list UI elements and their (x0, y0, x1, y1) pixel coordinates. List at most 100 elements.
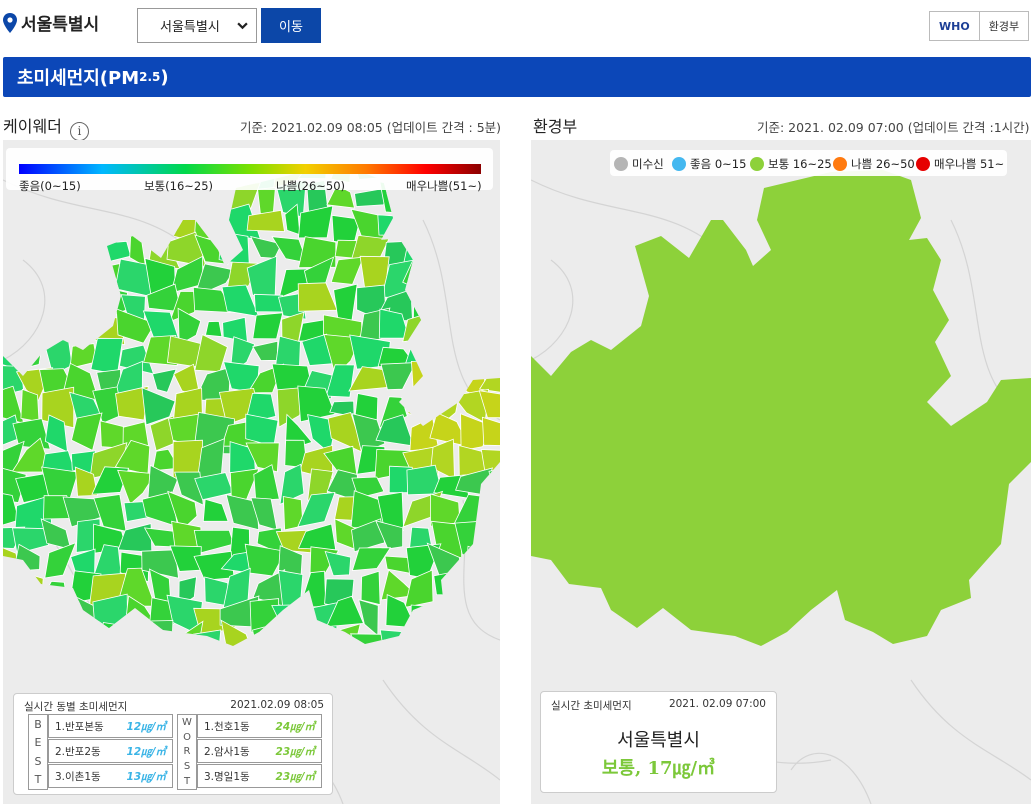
dong-cell[interactable] (460, 313, 493, 351)
who-standard-button[interactable]: WHO (930, 12, 980, 40)
dong-cell[interactable] (202, 498, 229, 522)
best-rank-item[interactable]: 2.반포2동 12㎍/㎥ (48, 739, 173, 763)
dong-cell[interactable] (20, 307, 51, 344)
dong-cell[interactable] (73, 263, 106, 294)
dong-cell[interactable] (276, 386, 305, 428)
dong-cell[interactable] (68, 649, 103, 680)
dong-cell[interactable] (480, 593, 500, 636)
dong-cell[interactable] (141, 387, 176, 426)
dong-cell[interactable] (379, 658, 414, 677)
dong-cell[interactable] (205, 320, 223, 338)
dong-cell[interactable] (452, 284, 482, 319)
dong-cell[interactable] (3, 309, 23, 348)
dong-cell[interactable] (218, 231, 250, 266)
best-rank-item[interactable]: 1.반포본동 12㎍/㎥ (48, 714, 173, 738)
dong-cell[interactable] (14, 286, 41, 313)
dong-cell[interactable] (480, 334, 500, 374)
dong-cell[interactable] (257, 186, 276, 216)
dong-cell[interactable] (329, 645, 365, 683)
dong-cell[interactable] (117, 469, 156, 505)
dong-cell[interactable] (309, 624, 329, 661)
dong-cell[interactable] (192, 629, 222, 661)
dong-cell[interactable] (194, 334, 228, 373)
dong-cell[interactable] (480, 449, 500, 474)
dong-cell[interactable] (44, 211, 78, 243)
dong-cell[interactable] (481, 490, 500, 530)
dong-cell[interactable] (410, 360, 435, 397)
dong-cell[interactable] (298, 205, 334, 239)
go-button[interactable]: 이동 (261, 8, 321, 43)
dong-cell[interactable] (275, 629, 305, 658)
dong-cell[interactable] (454, 267, 492, 292)
dong-cell[interactable] (14, 259, 47, 293)
dong-cell[interactable] (38, 622, 74, 652)
dong-cell[interactable] (478, 261, 500, 292)
dong-cell[interactable] (465, 545, 493, 580)
dong-cell[interactable] (230, 651, 260, 676)
dong-cell[interactable] (376, 491, 405, 531)
dong-cell[interactable] (3, 231, 23, 266)
dong-cell[interactable] (405, 622, 431, 656)
dong-cell[interactable] (459, 244, 492, 270)
dong-cell[interactable] (92, 652, 132, 688)
dong-cell[interactable] (428, 360, 469, 399)
dong-cell[interactable] (433, 317, 458, 342)
me-map[interactable]: 미수신 좋음 0~15 보통 16~25 나쁨 26~50 매우나쁨 51~ 실… (531, 140, 1031, 804)
me-standard-button[interactable]: 환경부 (988, 20, 1020, 33)
dong-cell[interactable] (274, 649, 304, 688)
dong-cell[interactable] (204, 655, 233, 682)
dong-cell[interactable] (44, 542, 77, 579)
dong-cell[interactable] (3, 620, 22, 660)
dong-cell[interactable] (488, 464, 500, 504)
dong-cell[interactable] (358, 599, 379, 637)
dong-cell[interactable] (297, 282, 338, 312)
dong-cell[interactable] (66, 210, 104, 238)
dong-cell[interactable] (3, 605, 16, 634)
dong-cell[interactable] (119, 203, 149, 238)
dong-cell[interactable] (489, 654, 501, 680)
dong-cell[interactable] (478, 390, 500, 419)
dong-cell[interactable] (412, 203, 441, 247)
worst-rank-item[interactable]: 3.명일1동 23㎍/㎥ (197, 764, 322, 788)
dong-cell[interactable] (36, 258, 71, 295)
dong-cell[interactable] (150, 649, 183, 680)
dong-cell[interactable] (74, 235, 104, 271)
dong-cell[interactable] (3, 647, 23, 687)
dong-cell[interactable] (3, 288, 14, 319)
dong-cell[interactable] (324, 550, 352, 577)
dong-cell[interactable] (490, 292, 500, 321)
dong-cell[interactable] (193, 192, 233, 212)
dong-cell[interactable] (90, 337, 124, 375)
dong-cell[interactable] (100, 214, 119, 238)
dong-cell[interactable] (19, 622, 51, 658)
dong-cell[interactable] (220, 619, 258, 662)
dong-cell[interactable] (12, 205, 43, 236)
best-rank-item[interactable]: 3.이촌1동 13㎍/㎥ (48, 764, 173, 788)
dong-cell[interactable] (20, 388, 40, 423)
dong-cell[interactable] (66, 283, 102, 323)
dong-cell[interactable] (429, 239, 461, 265)
dong-cell[interactable] (429, 623, 464, 661)
dong-cell[interactable] (95, 622, 125, 656)
dong-cell[interactable] (148, 620, 174, 659)
dong-cell[interactable] (249, 598, 280, 633)
dong-cell[interactable] (352, 645, 390, 681)
dong-cell[interactable] (279, 463, 305, 506)
dong-cell[interactable] (11, 654, 53, 684)
dong-cell[interactable] (43, 651, 78, 680)
dong-cell[interactable] (299, 570, 327, 608)
dong-cell[interactable] (65, 623, 98, 657)
dong-cell[interactable] (456, 333, 494, 374)
dong-cell[interactable] (379, 629, 416, 662)
dong-cell[interactable] (297, 523, 337, 551)
dong-cell[interactable] (481, 416, 500, 447)
dong-cell[interactable] (18, 340, 44, 370)
dong-cell[interactable] (322, 623, 361, 660)
dong-cell[interactable] (245, 442, 280, 473)
dong-cell[interactable] (430, 261, 468, 296)
dong-cell[interactable] (252, 340, 279, 361)
dong-cell[interactable] (330, 256, 365, 285)
dong-cell[interactable] (460, 213, 496, 238)
dong-cell[interactable] (71, 412, 103, 451)
dong-cell[interactable] (351, 547, 392, 571)
